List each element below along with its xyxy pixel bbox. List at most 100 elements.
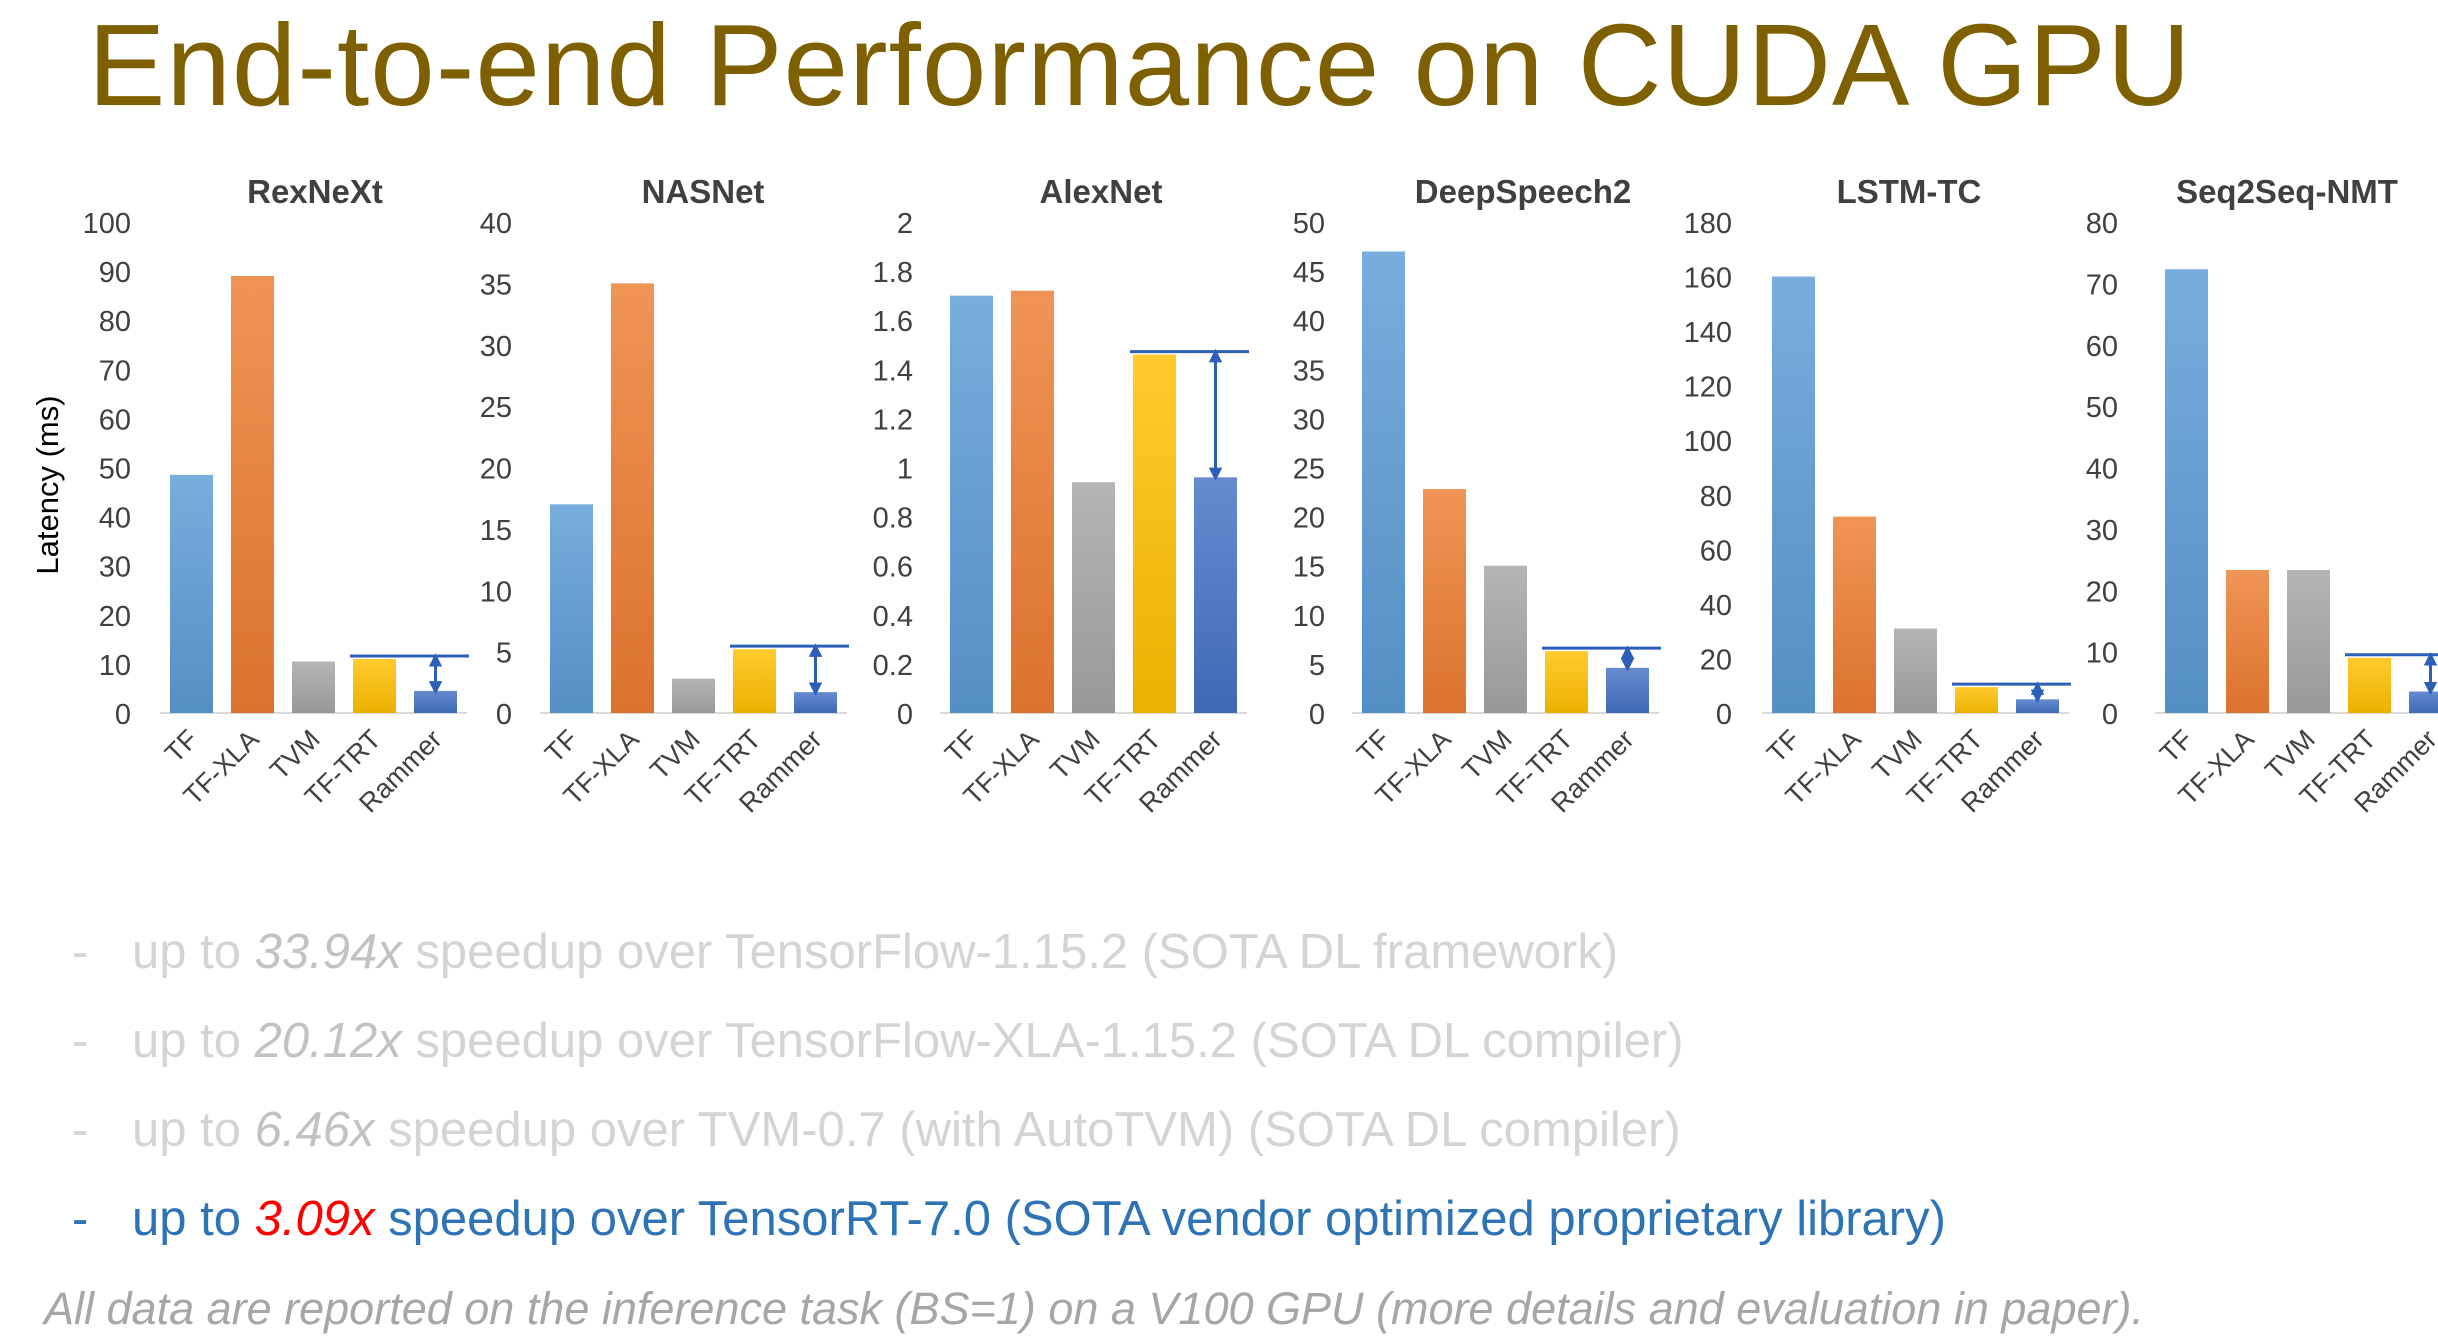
bar-tvm <box>2287 569 2330 713</box>
bar-tvm <box>1894 628 1937 713</box>
y-tick-label: 140 <box>1684 317 1732 349</box>
bullet-prefix: up to <box>132 1103 255 1157</box>
bullet-dash: - <box>72 1014 89 1068</box>
y-tick-label: 30 <box>1293 404 1325 436</box>
y-tick-label: 10 <box>99 650 131 682</box>
bar-tf-xla <box>1011 290 1054 713</box>
bar-tf-xla <box>2226 569 2269 713</box>
bullet-prefix: up to <box>132 925 255 979</box>
y-tick-label: 90 <box>99 257 131 289</box>
y-tick-label: 0 <box>1309 699 1325 731</box>
y-tick-label: 30 <box>99 552 131 584</box>
bar-tf-trt <box>1545 651 1588 713</box>
bar-tf-trt <box>353 658 396 713</box>
charts-panel: Latency (ms)RexNeXt010203040506070809010… <box>30 173 2438 818</box>
y-tick-label: 40 <box>480 208 512 240</box>
y-tick-label: 30 <box>2086 515 2118 547</box>
y-tick-label: 60 <box>2086 331 2118 363</box>
y-tick-label: 1.6 <box>873 306 913 338</box>
y-tick-label: 20 <box>1700 644 1732 676</box>
speedup-value: 20.12x <box>254 1014 402 1068</box>
y-tick-label: 15 <box>1293 552 1325 584</box>
bullet-prefix: up to <box>132 1192 255 1246</box>
y-tick-label: 25 <box>1293 454 1325 486</box>
y-tick-label: 35 <box>1293 355 1325 387</box>
bar-tf <box>2165 269 2208 713</box>
bar-tf-xla <box>611 283 654 713</box>
y-tick-label: 35 <box>480 269 512 301</box>
y-tick-label: 100 <box>1684 426 1732 458</box>
bar-tvm <box>1072 482 1115 713</box>
y-tick-label: 1.8 <box>873 257 913 289</box>
bullet-suffix: speedup over TensorRT-7.0 (SOTA vendor o… <box>374 1192 1946 1246</box>
y-tick-label: 80 <box>1700 481 1732 513</box>
bullet-item: - up to 33.94x speedup over TensorFlow-1.… <box>72 924 1618 980</box>
bar-rammer <box>2409 691 2438 713</box>
y-tick-label: 80 <box>99 306 131 338</box>
y-tick-label: 1 <box>897 454 913 486</box>
bar-tf-trt <box>733 649 776 713</box>
bar-tf-xla <box>1423 489 1466 713</box>
y-tick-label: 40 <box>1293 306 1325 338</box>
y-tick-label: 160 <box>1684 263 1732 295</box>
y-tick-label: 70 <box>99 355 131 387</box>
y-tick-label: 5 <box>1309 650 1325 682</box>
y-tick-label: 40 <box>2086 454 2118 486</box>
speedup-value: 6.46x <box>254 1103 375 1157</box>
x-tick-label: TF <box>1761 724 1806 769</box>
bullet-item: - up to 6.46x speedup over TVM-0.7 (with … <box>72 1102 1681 1158</box>
bar-tvm <box>292 661 335 713</box>
bullet-suffix: speedup over TensorFlow-XLA-1.15.2 (SOTA… <box>401 1014 1684 1068</box>
bar-tf <box>1772 276 1815 713</box>
chart-title: NASNet <box>642 173 765 210</box>
bullet-suffix: speedup over TVM-0.7 (with AutoTVM) (SOT… <box>374 1103 1681 1157</box>
y-tick-label: 120 <box>1684 372 1732 404</box>
bullet-dash: - <box>72 1103 89 1157</box>
bullet-item: - up to 20.12x speedup over TensorFlow-XL… <box>72 1013 1684 1069</box>
bar-rammer <box>1606 667 1649 713</box>
bar-rammer <box>414 690 457 713</box>
footnote: All data are reported on the inference t… <box>44 1283 2144 1334</box>
slide-title: End-to-end Performance on CUDA GPU <box>88 0 2192 130</box>
y-tick-label: 0 <box>897 699 913 731</box>
bar-tf-xla <box>231 276 274 713</box>
y-tick-label: 5 <box>496 638 512 670</box>
y-tick-label: 50 <box>1293 208 1325 240</box>
y-tick-label: 45 <box>1293 257 1325 289</box>
y-tick-label: 1.2 <box>873 404 913 436</box>
y-tick-label: 0 <box>2102 699 2118 731</box>
y-tick-label: 100 <box>83 208 131 240</box>
bar-tf <box>170 474 213 713</box>
y-tick-label: 40 <box>1700 590 1732 622</box>
y-tick-label: 50 <box>2086 392 2118 424</box>
y-tick-label: 0 <box>115 699 131 731</box>
chart-title: Seq2Seq-NMT <box>2176 173 2398 210</box>
x-tick-label: TF <box>539 724 584 769</box>
chart-title: LSTM-TC <box>1837 173 1982 210</box>
bullet-dash: - <box>72 1192 89 1246</box>
y-tick-label: 10 <box>2086 638 2118 670</box>
y-tick-label: 20 <box>1293 503 1325 535</box>
chart-title: AlexNet <box>1040 173 1163 210</box>
y-tick-label: 0.6 <box>873 552 913 584</box>
x-tick-label: TF <box>1351 724 1396 769</box>
chart-title: DeepSpeech2 <box>1415 173 1631 210</box>
x-tick-label: TF <box>2154 724 2199 769</box>
bar-rammer <box>794 692 837 713</box>
y-tick-label: 20 <box>2086 576 2118 608</box>
bullet-dash: - <box>72 925 89 979</box>
bullet-item: - up to 3.09x speedup over TensorRT-7.0 (… <box>72 1191 1946 1247</box>
y-tick-label: 80 <box>2086 208 2118 240</box>
speedup-value: 33.94x <box>254 925 402 979</box>
y-tick-label: 50 <box>99 454 131 486</box>
y-tick-label: 0.2 <box>873 650 913 682</box>
bar-tvm <box>1484 565 1527 713</box>
y-tick-label: 2 <box>897 208 913 240</box>
y-axis-label: Latency (ms) <box>30 395 65 574</box>
y-tick-label: 10 <box>480 576 512 608</box>
y-tick-label: 20 <box>99 601 131 633</box>
y-tick-label: 180 <box>1684 208 1732 240</box>
bar-tf <box>950 295 993 713</box>
bullet-suffix: speedup over TensorFlow-1.15.2 (SOTA DL … <box>401 925 1619 979</box>
speedup-value: 3.09x <box>254 1192 375 1246</box>
